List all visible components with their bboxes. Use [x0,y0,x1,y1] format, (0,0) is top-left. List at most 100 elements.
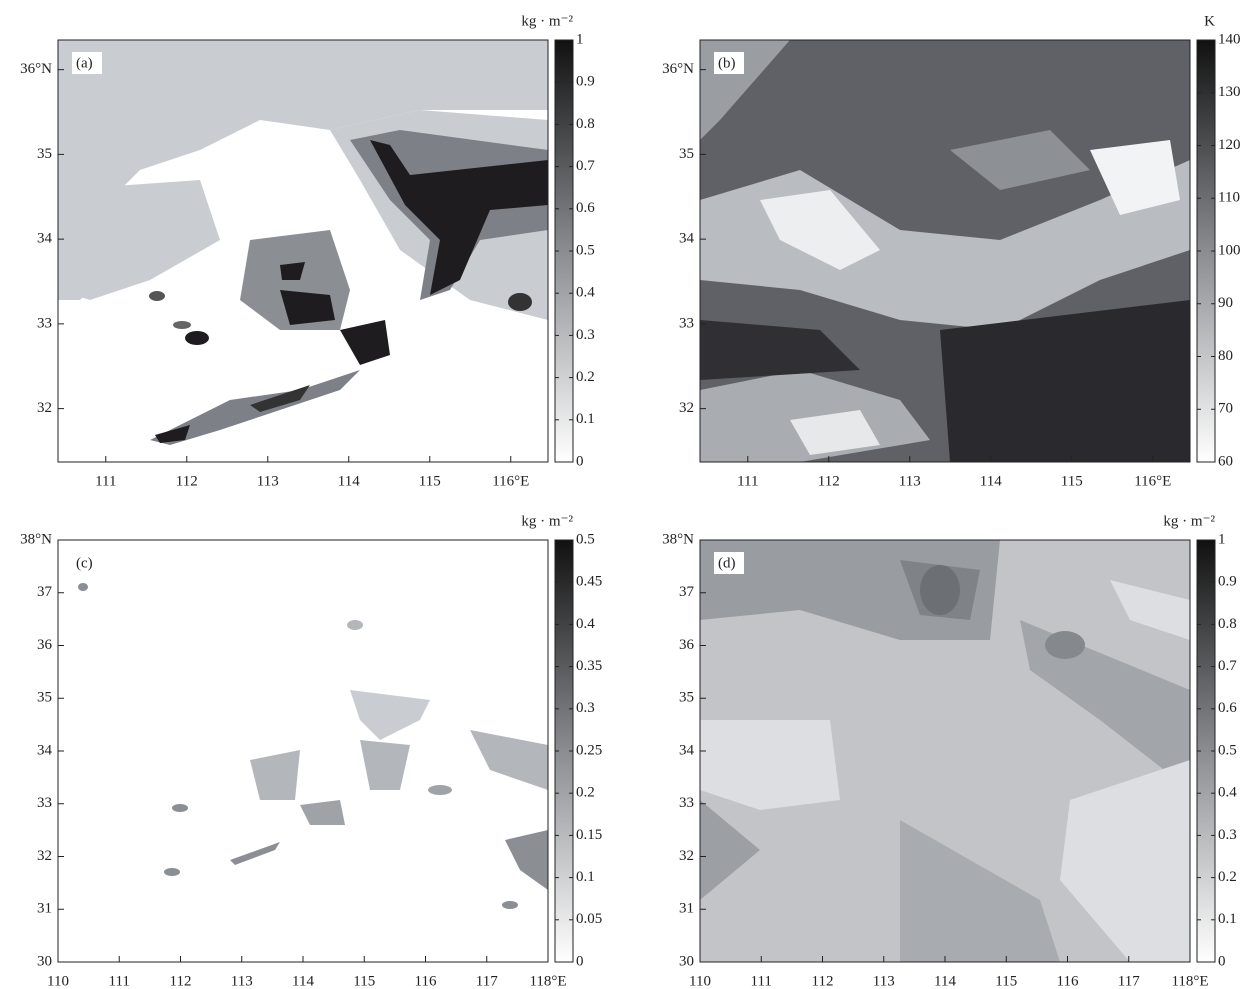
y-tick-label: 37 [37,584,53,600]
colorbar-tick-label: 0.3 [1218,827,1237,843]
colorbar-tick-label: 80 [1218,348,1233,364]
y-tick-label: 38°N [662,531,694,547]
x-tick-label: 116 [415,973,437,989]
x-tick-label: 112 [812,973,834,989]
colorbar-tick-label: 70 [1218,401,1233,417]
colorbar-tick-label: 0 [1218,953,1226,969]
colorbar-tick-label: 0.25 [576,742,602,758]
colorbar-tick-label: 0.15 [576,827,602,843]
panel-label: (a) [76,55,93,71]
y-tick-label: 35 [679,690,694,706]
y-tick-label: 31 [679,901,694,917]
x-tick-label: 117 [1118,973,1140,989]
colorbar-unit: K [1204,13,1215,29]
y-tick-label: 34 [37,742,53,758]
colorbar-tick-label: 0 [576,953,584,969]
x-tick-label: 115 [995,973,1017,989]
y-tick-label: 37 [679,584,695,600]
y-tick-label: 36 [679,637,695,653]
colorbar-tick-label: 0.1 [576,869,595,885]
y-tick-label: 36°N [662,61,694,77]
field-d [700,540,1190,962]
colorbar-tick-label: 0.4 [576,285,595,301]
colorbar-tick-label: 0.7 [576,158,595,174]
colorbar-tick-label: 1 [576,31,584,47]
field-a [58,40,548,445]
y-tick-label: 31 [37,901,52,917]
colorbar-tick-label: 0.45 [576,574,602,590]
colorbar-tick-label: 0.2 [576,369,595,385]
x-tick-label: 115 [419,473,441,489]
colorbar-unit: kg · m⁻² [1163,513,1215,529]
x-tick-label: 115 [353,973,375,989]
x-tick-label: 112 [818,473,840,489]
colorbar-tick-label: 120 [1218,137,1241,153]
y-tick-label: 33 [37,795,52,811]
y-tick-label: 32 [37,400,52,416]
colorbar-tick-label: 0.6 [576,200,595,216]
colorbar-tick-label: 0.2 [576,785,595,801]
y-tick-label: 32 [679,848,694,864]
x-tick-label: 113 [231,973,253,989]
y-tick-label: 35 [37,146,52,162]
x-tick-label: 111 [751,973,772,989]
x-tick-label: 115 [1061,473,1083,489]
x-tick-label: 116°E [1134,473,1171,489]
x-tick-label: 118°E [529,973,566,989]
colorbar-tick-label: 0.5 [1218,742,1237,758]
y-tick-label: 32 [37,848,52,864]
colorbar-tick-label: 140 [1218,31,1241,47]
x-tick-label: 113 [899,473,921,489]
colorbar-tick-label: 0.4 [576,616,595,632]
y-tick-label: 32 [679,400,694,416]
x-tick-label: 111 [109,973,130,989]
x-tick-label: 113 [873,973,895,989]
colorbar-tick-label: 0.9 [1218,574,1237,590]
x-tick-label: 114 [934,973,956,989]
colorbar-tick-label: 0.5 [576,531,595,547]
figure: 111 112 113 114 115 116°E 32 33 34 35 36°N (a) 0 0.1 0… [0,0,1253,989]
colorbar-tick-label: 0.1 [1218,911,1237,927]
x-tick-label: 114 [338,473,360,489]
colorbar-tick-label: 0.35 [576,658,602,674]
colorbar-tick-label: 0.6 [1218,700,1237,716]
y-tick-label: 35 [37,690,52,706]
field-b [700,40,1190,462]
y-tick-label: 33 [679,315,694,331]
colorbar-unit: kg · m⁻² [521,13,573,29]
x-tick-label: 111 [737,473,758,489]
colorbar-tick-label: 0.3 [576,700,595,716]
y-tick-label: 30 [679,953,694,969]
x-tick-label: 118°E [1171,973,1208,989]
y-tick-label: 38°N [20,531,52,547]
colorbar-tick-label: 0.3 [576,327,595,343]
colorbar-tick-label: 0 [576,453,584,469]
colorbar-tick-label: 110 [1218,190,1240,206]
colorbar-tick-label: 130 [1218,84,1241,100]
colorbar-tick-label: 60 [1218,453,1233,469]
panel-label: (c) [76,555,93,571]
field-c [78,583,548,909]
colorbar-tick-label: 100 [1218,242,1241,258]
colorbar-tick-label: 90 [1218,295,1233,311]
y-tick-label: 34 [679,231,695,247]
y-tick-label: 34 [37,231,53,247]
x-tick-label: 116°E [492,473,529,489]
y-tick-label: 33 [679,795,694,811]
y-tick-label: 34 [679,742,695,758]
colorbar-tick-label: 0.5 [576,242,595,258]
panel-label: (d) [718,555,736,571]
x-tick-label: 110 [689,973,711,989]
x-tick-label: 114 [980,473,1002,489]
colorbar-tick-label: 0.9 [576,74,595,90]
plot-frame [58,540,548,962]
colorbar-tick-label: 0.7 [1218,658,1237,674]
colorbar-tick-label: 0.1 [576,411,595,427]
colorbar-tick-label: 0.05 [576,911,602,927]
y-tick-label: 30 [37,953,52,969]
colorbar-tick-label: 0.8 [576,116,595,132]
x-tick-label: 111 [95,473,116,489]
x-tick-label: 112 [176,473,198,489]
colorbar-tick-label: 0.8 [1218,616,1237,632]
colorbar-unit: kg · m⁻² [521,513,573,529]
